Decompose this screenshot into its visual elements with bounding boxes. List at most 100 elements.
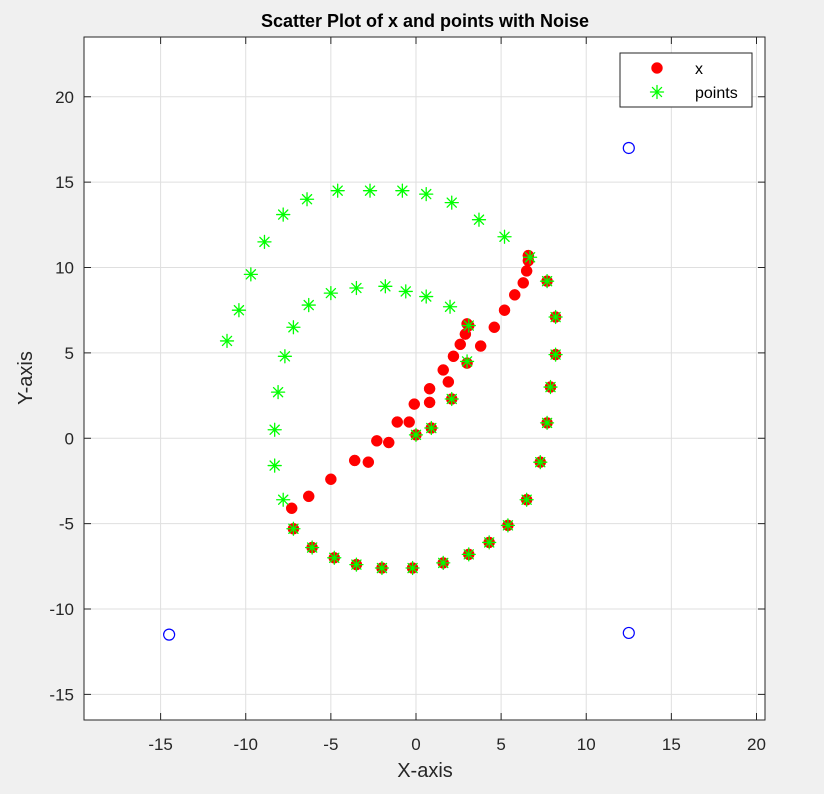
point-points bbox=[286, 320, 301, 335]
point-points bbox=[270, 385, 286, 400]
point-x bbox=[403, 416, 415, 428]
data-points bbox=[163, 141, 635, 641]
point-points bbox=[301, 297, 316, 313]
point-points bbox=[286, 521, 301, 536]
point-points bbox=[374, 560, 390, 576]
point-points bbox=[497, 229, 512, 244]
legend-label-points: points bbox=[695, 85, 738, 102]
point-points bbox=[276, 207, 291, 222]
x-tick-label: -5 bbox=[323, 735, 338, 754]
point-points bbox=[330, 183, 345, 198]
legend-label-x: x bbox=[695, 61, 703, 78]
point-points bbox=[327, 550, 342, 565]
point-points bbox=[395, 183, 410, 198]
y-tick-label: 20 bbox=[55, 88, 74, 107]
point-points bbox=[482, 535, 497, 550]
point-x bbox=[423, 382, 436, 395]
point-points bbox=[231, 303, 247, 318]
point-points bbox=[267, 458, 282, 473]
point-points bbox=[444, 391, 459, 407]
legend-box bbox=[619, 52, 753, 108]
y-tick-label: -15 bbox=[49, 685, 74, 704]
y-tick-label: 10 bbox=[55, 259, 74, 278]
x-tick-label: 0 bbox=[411, 735, 420, 754]
point-points bbox=[539, 274, 555, 289]
x-tick-label: 5 bbox=[496, 735, 505, 754]
point-points bbox=[349, 557, 364, 572]
point-points bbox=[533, 455, 548, 470]
point-points bbox=[459, 354, 475, 369]
point-points bbox=[408, 427, 424, 442]
point-x bbox=[408, 398, 421, 410]
point-x bbox=[488, 321, 501, 334]
point-points bbox=[442, 299, 458, 314]
y-tick-label: 5 bbox=[65, 344, 74, 363]
legend-marker-points bbox=[649, 84, 665, 100]
point-points bbox=[243, 267, 258, 282]
x-tick-labels: -15 -10 -5 0 5 10 15 20 bbox=[148, 735, 766, 754]
point-x bbox=[423, 396, 436, 409]
point-points bbox=[500, 518, 516, 533]
point-points bbox=[398, 284, 413, 299]
x-tick-label: 10 bbox=[577, 735, 596, 754]
point-points bbox=[276, 492, 291, 507]
point-x bbox=[382, 436, 395, 449]
point-points bbox=[471, 212, 487, 227]
point-points bbox=[543, 379, 558, 395]
x-axis-label: X-axis bbox=[397, 760, 453, 782]
y-tick-label: -5 bbox=[59, 515, 74, 534]
point-points bbox=[323, 285, 339, 301]
point-x bbox=[302, 490, 315, 503]
point-x bbox=[442, 376, 455, 388]
y-tick-label: -10 bbox=[49, 600, 74, 619]
point-x bbox=[437, 364, 449, 376]
point-points bbox=[267, 422, 282, 437]
point-x bbox=[362, 456, 375, 468]
point-points bbox=[522, 250, 538, 265]
point-outlier bbox=[163, 628, 176, 641]
chart-title: Scatter Plot of x and points with Noise bbox=[261, 11, 589, 31]
point-x bbox=[325, 473, 337, 485]
plot-area bbox=[84, 37, 765, 720]
point-points bbox=[461, 318, 476, 333]
point-points bbox=[436, 555, 451, 571]
point-x bbox=[454, 338, 467, 351]
point-points bbox=[548, 309, 563, 325]
point-points bbox=[219, 333, 235, 349]
point-x bbox=[498, 304, 511, 316]
point-x bbox=[508, 289, 521, 301]
point-points bbox=[405, 560, 420, 576]
grid bbox=[84, 37, 765, 720]
series-1 bbox=[219, 183, 563, 576]
point-points bbox=[299, 192, 315, 207]
point-points bbox=[362, 183, 378, 198]
point-points bbox=[349, 280, 364, 296]
point-points bbox=[419, 289, 434, 304]
point-x bbox=[447, 350, 460, 363]
point-points bbox=[304, 540, 320, 555]
x-tick-label: 20 bbox=[747, 735, 766, 754]
plot-frame bbox=[83, 36, 766, 721]
point-x bbox=[348, 454, 361, 467]
point-points bbox=[519, 492, 534, 507]
y-tick-labels: -15 -10 -5 0 5 10 15 20 bbox=[49, 88, 74, 705]
point-points bbox=[548, 347, 563, 362]
legend[interactable]: x points bbox=[619, 52, 753, 108]
legend-marker-x bbox=[651, 62, 663, 74]
legend-marker-points-glyph bbox=[649, 84, 665, 100]
y-tick-label: 0 bbox=[65, 429, 74, 448]
point-points bbox=[461, 547, 476, 562]
point-outlier bbox=[622, 626, 635, 640]
point-x bbox=[285, 502, 298, 515]
point-x bbox=[474, 340, 487, 352]
axis-ticks bbox=[84, 37, 765, 720]
point-points bbox=[539, 415, 555, 431]
point-points bbox=[257, 234, 272, 250]
x-tick-label: 15 bbox=[662, 735, 681, 754]
point-x bbox=[391, 416, 404, 428]
point-x bbox=[371, 435, 383, 447]
point-outlier bbox=[622, 141, 635, 155]
point-x bbox=[517, 277, 529, 289]
point-points bbox=[424, 420, 439, 436]
